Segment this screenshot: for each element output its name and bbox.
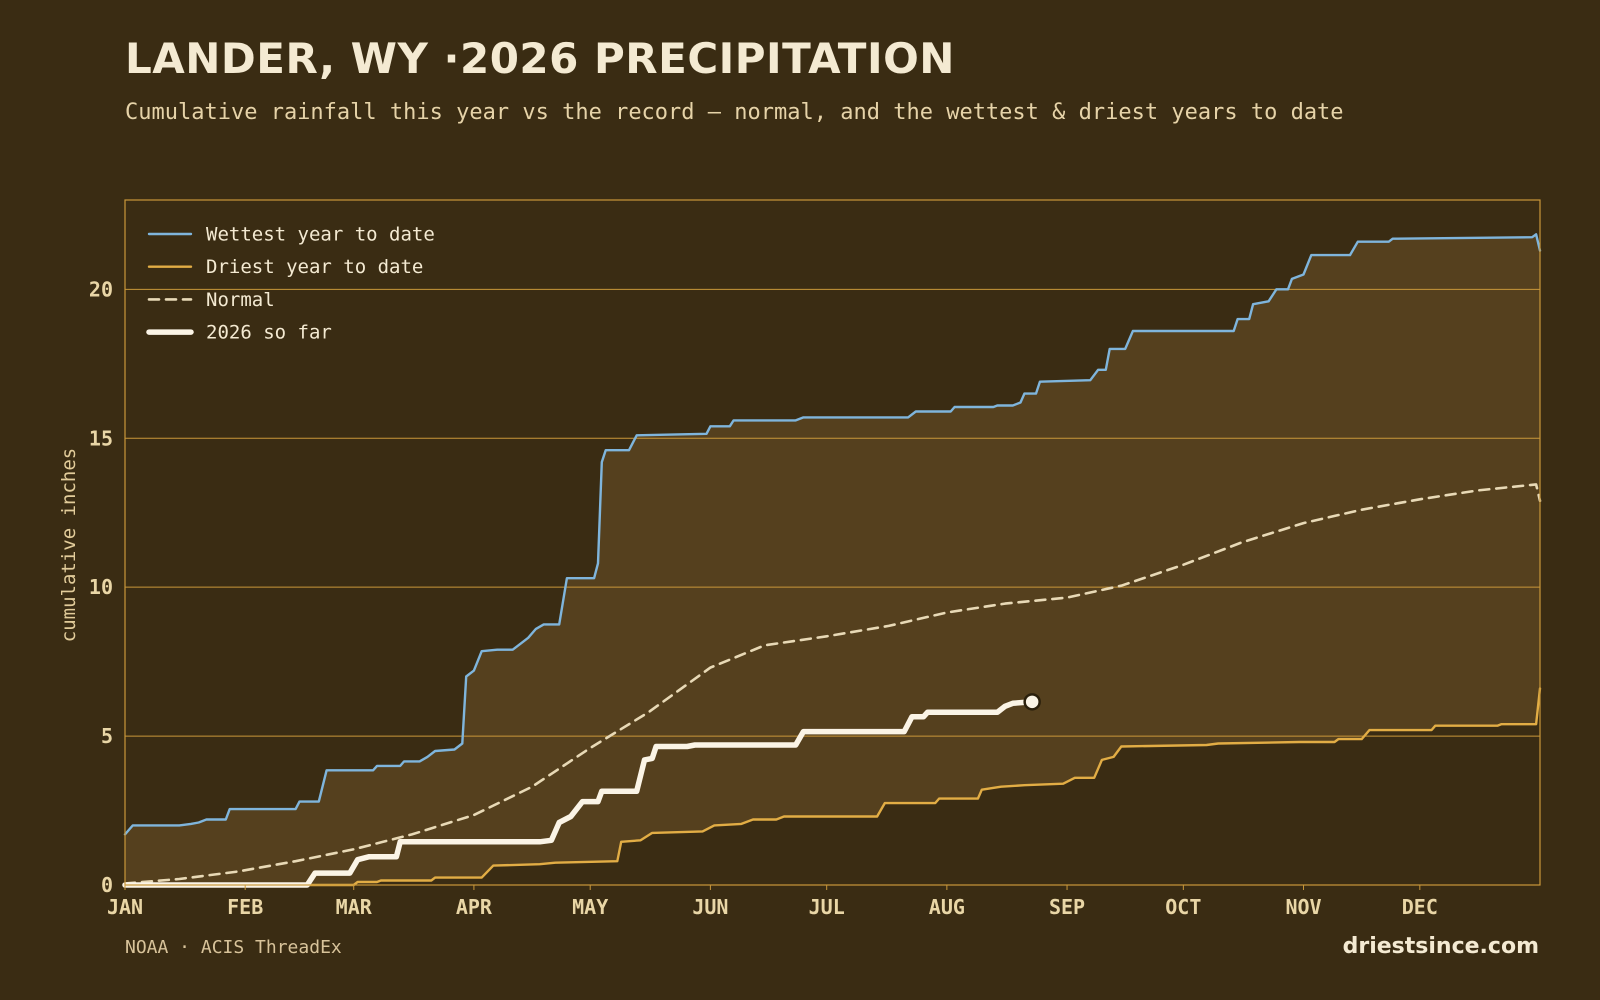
x-tick-label: APR xyxy=(456,895,493,919)
series-line-driest-year-to-date xyxy=(123,687,1542,887)
record-range-band xyxy=(125,234,1540,886)
y-tick-label: 10 xyxy=(89,575,113,599)
x-tick-label: OCT xyxy=(1165,895,1201,919)
source-credit: NOAA · ACIS ThreadEx xyxy=(125,937,342,958)
x-tick-label: AUG xyxy=(929,895,965,919)
x-tick-label: DEC xyxy=(1402,895,1438,919)
x-tick-label: JUN xyxy=(692,895,728,919)
x-tick-label: MAY xyxy=(572,895,608,919)
y-axis-label: cumulative inches xyxy=(58,448,80,642)
plot-frame xyxy=(124,199,1541,886)
x-tick-label: JUL xyxy=(809,895,845,919)
page-subtitle: Cumulative rainfall this year vs the rec… xyxy=(125,100,1344,125)
series-line-wettest-year-to-date xyxy=(123,233,1542,836)
current-value-marker xyxy=(1023,693,1041,711)
legend-label: 2026 so far xyxy=(206,322,332,344)
y-tick-label: 5 xyxy=(101,724,113,748)
x-tick-label: SEP xyxy=(1049,895,1085,919)
x-tick-label: MAR xyxy=(336,895,373,919)
y-tick-label: 20 xyxy=(89,277,113,301)
y-tick-label: 0 xyxy=(101,873,113,897)
legend-label: Normal xyxy=(206,289,275,311)
legend-label: Driest year to date xyxy=(206,256,423,278)
x-axis-ticks: JAN FEB MAR APR MAY JUN JUL AUG SEP OCT NOV DEC xyxy=(107,885,1438,919)
series-line-2026-so-far xyxy=(122,699,1035,888)
y-tick-label: 15 xyxy=(89,426,113,450)
page-title: LANDER, WY ·2026 PRECIPITATION xyxy=(125,34,955,83)
legend: Wettest year to date Driest year to date N… xyxy=(146,224,435,344)
series-line-normal xyxy=(123,483,1542,885)
series-lines xyxy=(122,233,1542,888)
x-tick-label: FEB xyxy=(227,895,263,919)
site-brand: driestsince.com xyxy=(1342,934,1539,959)
range-band-layer xyxy=(125,234,1540,886)
y-axis-ticks: 0 5 10 15 20 xyxy=(89,277,113,897)
x-tick-label: JAN xyxy=(107,895,143,919)
x-tick-label: NOV xyxy=(1285,895,1321,919)
gridlines xyxy=(125,288,1540,737)
legend-label: Wettest year to date xyxy=(206,224,435,246)
